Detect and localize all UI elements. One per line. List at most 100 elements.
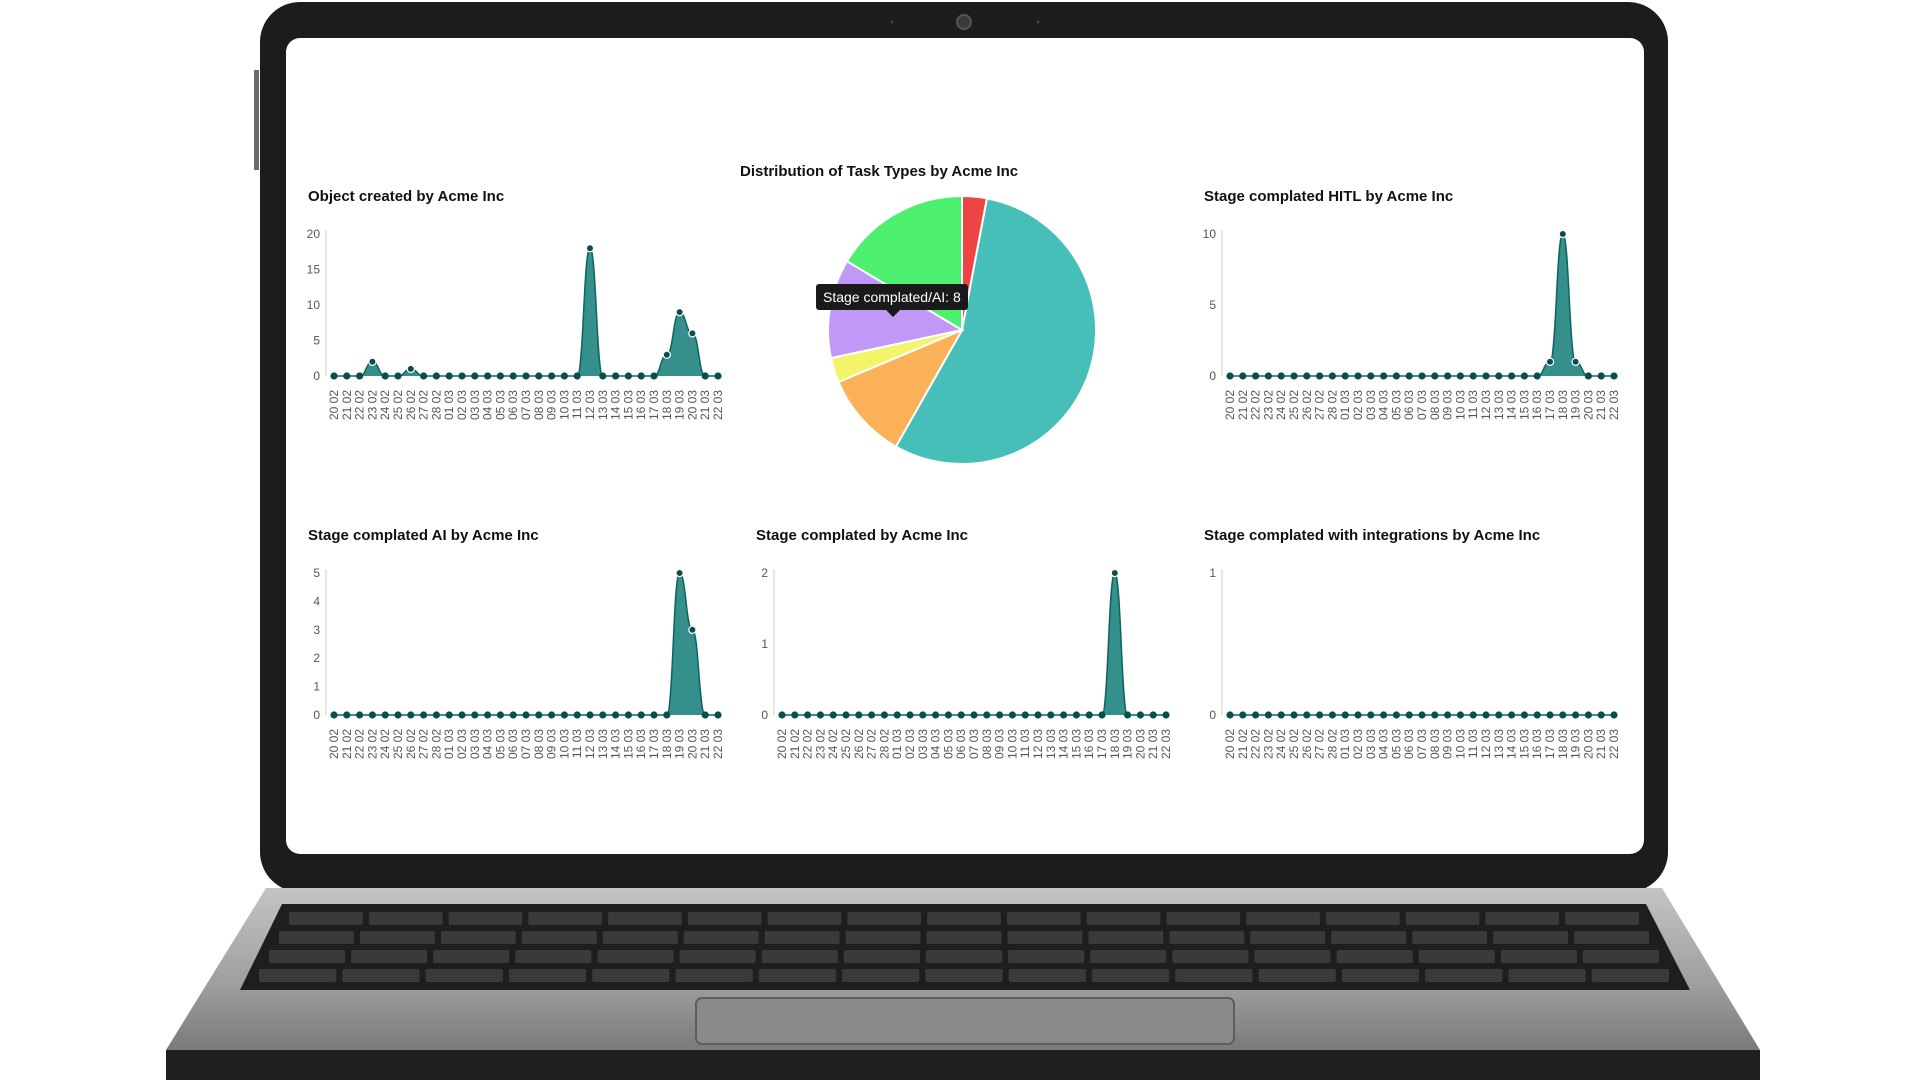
data-point[interactable] <box>548 711 556 719</box>
data-point[interactable] <box>484 372 492 380</box>
data-point[interactable] <box>1572 711 1580 719</box>
data-point[interactable] <box>778 711 786 719</box>
data-point[interactable] <box>804 711 812 719</box>
data-point[interactable] <box>637 711 645 719</box>
data-point[interactable] <box>1597 711 1605 719</box>
data-point[interactable] <box>1264 711 1272 719</box>
data-point[interactable] <box>1072 711 1080 719</box>
data-point[interactable] <box>714 372 722 380</box>
data-point[interactable] <box>1162 711 1170 719</box>
data-point[interactable] <box>701 711 709 719</box>
data-point[interactable] <box>381 711 389 719</box>
data-point[interactable] <box>1508 711 1516 719</box>
data-point[interactable] <box>1392 711 1400 719</box>
data-point[interactable] <box>585 244 595 253</box>
data-point[interactable] <box>1034 711 1042 719</box>
data-point[interactable] <box>394 711 402 719</box>
data-point[interactable] <box>522 372 530 380</box>
data-point[interactable] <box>1060 711 1068 719</box>
data-point[interactable] <box>970 711 978 719</box>
data-point[interactable] <box>509 711 517 719</box>
data-point[interactable] <box>1508 372 1516 380</box>
data-point[interactable] <box>1277 711 1285 719</box>
data-point[interactable] <box>432 372 440 380</box>
data-point[interactable] <box>1252 372 1260 380</box>
data-point[interactable] <box>471 711 479 719</box>
data-point[interactable] <box>1392 372 1400 380</box>
data-point[interactable] <box>996 711 1004 719</box>
data-point[interactable] <box>381 372 389 380</box>
data-point[interactable] <box>1124 711 1132 719</box>
data-point[interactable] <box>445 711 453 719</box>
data-point[interactable] <box>394 372 402 380</box>
data-point[interactable] <box>432 711 440 719</box>
data-point[interactable] <box>842 711 850 719</box>
data-point[interactable] <box>1252 711 1260 719</box>
data-point[interactable] <box>573 372 581 380</box>
data-point[interactable] <box>1405 372 1413 380</box>
data-point[interactable] <box>675 568 684 578</box>
data-point[interactable] <box>701 372 709 380</box>
data-point[interactable] <box>624 372 632 380</box>
data-point[interactable] <box>1456 711 1464 719</box>
data-point[interactable] <box>535 372 543 380</box>
data-point[interactable] <box>599 372 607 380</box>
data-point[interactable] <box>1367 372 1375 380</box>
data-point[interactable] <box>406 364 416 374</box>
data-point[interactable] <box>458 711 466 719</box>
data-point[interactable] <box>458 372 466 380</box>
data-point[interactable] <box>1610 372 1618 380</box>
data-point[interactable] <box>855 711 863 719</box>
data-point[interactable] <box>1021 711 1029 719</box>
data-point[interactable] <box>1444 372 1452 380</box>
data-point[interactable] <box>688 329 697 338</box>
data-point[interactable] <box>880 711 888 719</box>
data-point[interactable] <box>868 711 876 719</box>
data-point[interactable] <box>1277 372 1285 380</box>
data-point[interactable] <box>1110 568 1119 578</box>
data-point[interactable] <box>1316 372 1324 380</box>
data-point[interactable] <box>1239 711 1247 719</box>
data-point[interactable] <box>535 711 543 719</box>
data-point[interactable] <box>1047 711 1055 719</box>
data-point[interactable] <box>675 307 684 317</box>
data-point[interactable] <box>1367 711 1375 719</box>
data-point[interactable] <box>445 372 453 380</box>
data-point[interactable] <box>816 711 824 719</box>
data-point[interactable] <box>1264 372 1272 380</box>
data-point[interactable] <box>1226 372 1234 380</box>
data-point[interactable] <box>368 357 377 366</box>
data-point[interactable] <box>714 711 722 719</box>
data-point[interactable] <box>1597 372 1605 380</box>
trackpad[interactable] <box>695 997 1235 1045</box>
data-point[interactable] <box>471 372 479 380</box>
data-point[interactable] <box>1533 711 1541 719</box>
data-point[interactable] <box>1149 711 1157 719</box>
data-point[interactable] <box>1520 711 1528 719</box>
data-point[interactable] <box>612 711 620 719</box>
data-point[interactable] <box>1571 357 1580 366</box>
data-point[interactable] <box>496 372 504 380</box>
data-point[interactable] <box>548 372 556 380</box>
data-point[interactable] <box>407 711 415 719</box>
data-point[interactable] <box>893 711 901 719</box>
data-point[interactable] <box>1354 711 1362 719</box>
data-point[interactable] <box>1431 372 1439 380</box>
data-point[interactable] <box>343 372 351 380</box>
data-point[interactable] <box>637 372 645 380</box>
data-point[interactable] <box>1545 357 1555 366</box>
data-point[interactable] <box>906 711 914 719</box>
data-point[interactable] <box>1418 711 1426 719</box>
data-point[interactable] <box>957 711 965 719</box>
data-point[interactable] <box>1469 372 1477 380</box>
data-point[interactable] <box>1482 711 1490 719</box>
data-point[interactable] <box>1456 372 1464 380</box>
data-point[interactable] <box>1533 372 1541 380</box>
data-point[interactable] <box>1444 711 1452 719</box>
data-point[interactable] <box>1405 711 1413 719</box>
data-point[interactable] <box>1354 372 1362 380</box>
data-point[interactable] <box>420 711 428 719</box>
data-point[interactable] <box>829 711 837 719</box>
data-point[interactable] <box>1290 372 1298 380</box>
data-point[interactable] <box>624 711 632 719</box>
